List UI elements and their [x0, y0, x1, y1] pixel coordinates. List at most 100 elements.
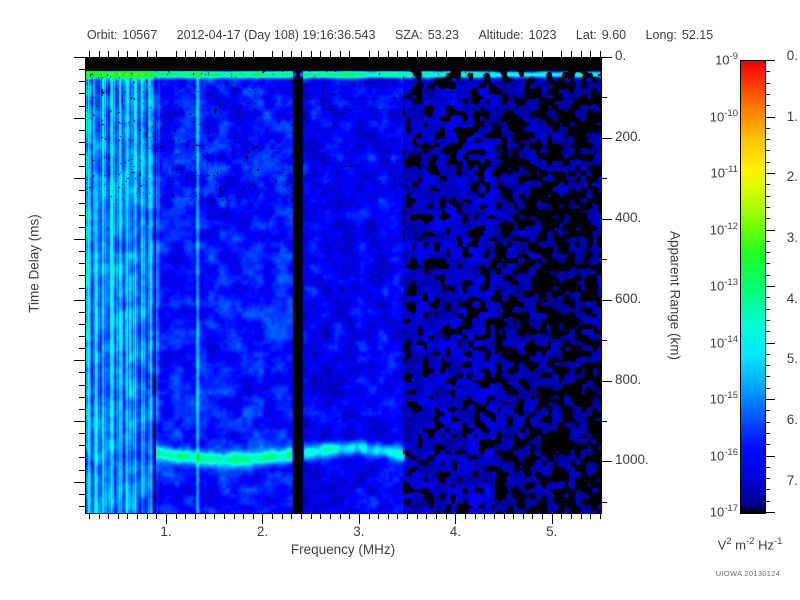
x-tick-minor — [387, 513, 389, 519]
colorbar-tick-minor — [765, 432, 770, 434]
x-tick-minor — [175, 513, 177, 519]
x-tick-minor — [416, 513, 418, 519]
lat-field: Lat: 9.60 — [576, 28, 626, 42]
colorbar-tick-minor — [765, 240, 770, 242]
x-tick-minor — [233, 513, 235, 519]
y-tick-label: 1. — [786, 108, 798, 124]
x-tick-minor-top — [368, 51, 370, 57]
y-tick-minor — [79, 69, 85, 71]
colorbar-unit-label: V2 m-2 Hz-1 — [700, 536, 800, 552]
long-label: Long: — [645, 28, 677, 42]
y-tick-minor — [79, 81, 85, 83]
colorbar — [740, 60, 766, 514]
y-tick-label: 3. — [786, 230, 798, 245]
x-tick-minor — [580, 513, 582, 519]
x-tick-minor-top — [532, 51, 534, 57]
x-tick-minor — [426, 513, 428, 519]
x-tick-minor — [368, 513, 370, 519]
x-tick-minor-top — [137, 51, 139, 57]
colorbar-tick-label: 10-12 — [709, 220, 738, 237]
y2-tick-minor — [601, 421, 607, 422]
x-tick-major — [262, 513, 264, 524]
x-tick-minor — [185, 513, 187, 519]
y-tick-minor — [79, 251, 85, 253]
y-tick-label: 0. — [786, 48, 798, 63]
x-tick-minor-top — [243, 51, 245, 57]
x-tick-minor-top — [397, 51, 399, 57]
colorbar-tick-minor — [765, 387, 770, 389]
colorbar-tick-major — [765, 229, 775, 231]
x-tick-minor — [156, 513, 158, 519]
x-tick-minor — [108, 513, 110, 519]
colorbar-tick-minor — [765, 105, 770, 107]
x-tick-minor — [503, 513, 505, 519]
y2-tick-minor — [601, 259, 607, 261]
x-tick-minor-top — [445, 51, 447, 57]
y-tick-minor — [79, 336, 85, 338]
x-tick-minor — [571, 513, 573, 519]
y-tick-label: 6. — [786, 412, 798, 427]
sza-label: SZA: — [394, 28, 423, 42]
y-tick-minor — [79, 202, 85, 204]
x-tick-minor — [349, 513, 351, 519]
x-tick-minor — [146, 513, 148, 519]
colorbar-tick-major — [765, 399, 775, 400]
colorbar-tick-minor — [765, 353, 770, 355]
colorbar-tick-minor — [765, 161, 770, 163]
altitude-value: 1023 — [528, 28, 557, 42]
y-tick-minor — [79, 166, 85, 168]
y-tick-minor — [79, 154, 85, 156]
colorbar-tick-minor — [765, 376, 770, 378]
x-tick-minor-top — [301, 51, 303, 57]
x-tick-minor-top — [561, 51, 563, 57]
x-tick-minor — [117, 513, 119, 519]
colorbar-tick-major — [765, 60, 775, 61]
x-tick-minor-top — [464, 51, 466, 57]
colorbar-tick-minor — [765, 466, 770, 468]
x-tick-minor — [397, 513, 399, 519]
colorbar-tick-minor — [765, 489, 770, 491]
colorbar-tick-major — [765, 286, 775, 287]
unit-m: m — [731, 537, 746, 553]
x-tick-minor-top — [503, 51, 505, 57]
x-tick-minor — [194, 513, 196, 519]
orbit-value: 10567 — [122, 28, 158, 42]
x-tick-minor — [590, 513, 592, 519]
x-tick-minor-top — [272, 51, 274, 57]
x-tick-minor-top — [320, 51, 322, 57]
colorbar-tick-label: 10-10 — [709, 107, 738, 124]
y2-tick-major — [601, 461, 612, 463]
x-tick-minor — [329, 513, 331, 519]
x-tick-minor-top — [185, 51, 187, 57]
x-tick-minor — [513, 513, 515, 519]
y2-tick-major — [601, 299, 612, 301]
x-tick-minor — [301, 513, 303, 519]
y2-tick-label: 1000. — [615, 452, 649, 468]
altitude-field: Altitude: 1023 — [478, 28, 556, 42]
x-tick-minor — [532, 513, 534, 519]
x-tick-minor-top — [88, 51, 90, 57]
x-tick-label: 5. — [546, 524, 558, 539]
y-tick-label: 2. — [786, 169, 798, 185]
colorbar-tick-label: 10-13 — [709, 277, 738, 294]
x-tick-minor-top — [194, 51, 196, 57]
colorbar-tick-label: 10-16 — [709, 446, 738, 463]
colorbar-tick-label: 10-17 — [709, 503, 738, 520]
x-tick-minor — [214, 513, 216, 519]
x-tick-major — [358, 513, 360, 524]
x-tick-minor-top — [252, 51, 254, 57]
colorbar-tick-minor — [765, 478, 770, 480]
x-tick-minor — [407, 513, 409, 519]
colorbar-tick-major — [765, 455, 775, 457]
y-tick-major — [74, 360, 85, 362]
y2-tick-major — [601, 57, 612, 58]
x-tick-minor — [542, 513, 544, 519]
x-tick-minor — [272, 513, 274, 519]
long-field: Long: 52.15 — [646, 28, 714, 42]
y-tick-minor — [79, 505, 85, 507]
colorbar-tick-minor — [765, 139, 770, 141]
y2-tick-label: 200. — [615, 128, 642, 144]
y-tick-minor — [79, 372, 85, 374]
x-tick-minor-top — [214, 51, 216, 57]
x-tick-minor-top — [204, 51, 206, 57]
